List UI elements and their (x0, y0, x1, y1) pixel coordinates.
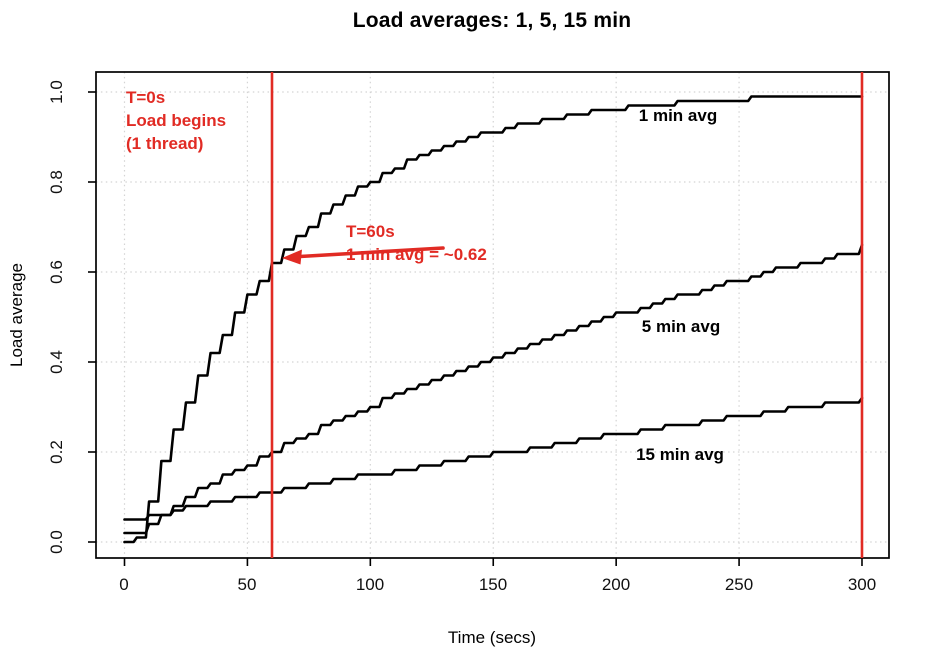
x-tick-label-200: 200 (601, 575, 631, 594)
annotation-arrow-line (298, 246, 445, 259)
annotation-load-begins: T=0s Load begins (1 thread) (126, 86, 226, 155)
y-tick-label-0.6: 0.6 (47, 260, 66, 284)
annotation-arrow-head (282, 249, 302, 265)
series-line-5min (123, 243, 864, 535)
y-tick-label-0.2: 0.2 (47, 440, 66, 464)
y-tick-label-0.8: 0.8 (47, 170, 66, 194)
x-tick-label-300: 300 (847, 575, 877, 594)
annotation-load-begins-line2: Load begins (126, 111, 227, 130)
series-line-15min (123, 396, 864, 521)
curve-label-15min: 15 min avg (636, 445, 724, 464)
x-tick-label-150: 150 (478, 575, 508, 594)
curve-label-1min: 1 min avg (638, 106, 718, 125)
y-tick-label-0.4: 0.4 (47, 350, 66, 374)
y-tick-label-0.0: 0.0 (47, 530, 66, 554)
x-tick-label-100: 100 (355, 575, 385, 594)
x-tick-label-250: 250 (724, 575, 754, 594)
annotation-t60: T=60s 1 min avg = ~0.62 (346, 220, 487, 266)
curve-label-5min: 5 min avg (641, 317, 721, 336)
x-axis-title: Time (secs) (447, 628, 537, 647)
annotation-t60-line2: 1 min avg = ~0.62 (346, 245, 487, 264)
x-tick-label-0: 0 (119, 575, 129, 594)
chart-title: Load averages: 1, 5, 15 min (352, 9, 632, 32)
annotation-load-begins-line1: T=0s (126, 88, 166, 107)
series-line-1min (123, 95, 864, 544)
y-axis-title: Load average (7, 263, 26, 367)
annotation-t60-line1: T=60s (346, 222, 395, 241)
annotation-load-begins-line3: (1 thread) (126, 134, 204, 153)
x-tick-label-50: 50 (237, 575, 257, 594)
y-tick-label-1.0: 1.0 (47, 80, 66, 104)
